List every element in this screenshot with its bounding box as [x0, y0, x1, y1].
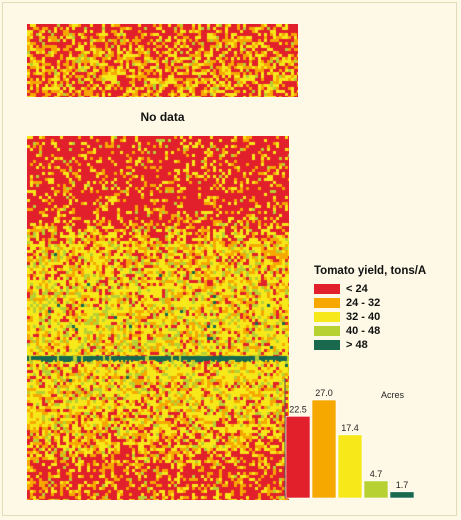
legend-swatch-40-48	[314, 326, 340, 336]
yield-map-top-section	[27, 24, 298, 97]
bar-3	[363, 480, 389, 499]
legend-item-40-48: 40 - 48	[314, 325, 380, 337]
legend-swatch-24-32	[314, 298, 340, 308]
legend-swatch-gt48	[314, 340, 340, 350]
bar-value-label-2: 17.4	[341, 423, 359, 433]
legend-label-24-32: 24 - 32	[346, 297, 381, 309]
bar-value-label-4: 1.7	[396, 480, 409, 490]
bar-value-label-1: 27.0	[315, 388, 333, 398]
legend-item-24-32: 24 - 32	[314, 297, 380, 309]
bar-4	[389, 491, 415, 499]
legend-label-32-40: 32 - 40	[346, 311, 381, 323]
bar-2	[337, 434, 363, 499]
bar-value-label-0: 22.5	[289, 404, 307, 414]
legend-item-32-40: 32 - 40	[314, 311, 380, 323]
legend-title: Tomato yield, tons/A	[314, 265, 427, 277]
figure-frame	[2, 2, 457, 516]
legend-item-gt48: > 48	[314, 339, 368, 351]
bar-value-label-3: 4.7	[370, 469, 383, 479]
chart-title: Acres	[381, 390, 405, 400]
yield-map-main-section	[27, 136, 289, 500]
legend-label-lt24: < 24	[346, 283, 368, 295]
legend-swatch-32-40	[314, 312, 340, 322]
legend-swatch-lt24	[314, 284, 340, 294]
no-data-label: No data	[140, 110, 185, 124]
bar-1	[311, 399, 337, 499]
legend-item-lt24: < 24	[314, 283, 368, 295]
legend-label-40-48: 40 - 48	[346, 325, 381, 337]
legend-label-gt48: > 48	[346, 339, 368, 351]
bar-0	[285, 416, 311, 499]
acres-bar-chart: Acres 22.5 27.0 17.4 4.7 1.7	[284, 378, 415, 499]
